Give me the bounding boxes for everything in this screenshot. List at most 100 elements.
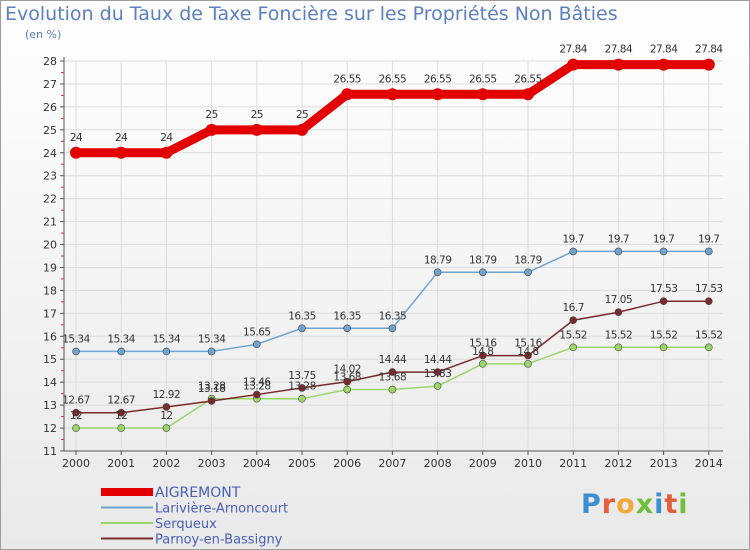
x-tick-label: 2013 [650, 457, 678, 470]
data-point [659, 297, 668, 305]
data-point [160, 146, 173, 159]
data-point [72, 408, 80, 417]
data-point [343, 377, 352, 386]
data-label: 15.16 [514, 338, 542, 350]
x-tick-label: 2005 [288, 457, 316, 470]
data-point [386, 88, 399, 101]
data-point [388, 324, 397, 333]
data-point [567, 58, 580, 71]
x-tick-label: 2011 [559, 457, 587, 470]
data-label: 13.28 [198, 381, 226, 393]
data-label: 12 [115, 410, 127, 422]
data-point [388, 385, 397, 394]
data-label: 26.55 [333, 73, 361, 85]
y-tick-label: 14 [43, 376, 57, 389]
data-label: 18.79 [514, 254, 542, 266]
data-point [431, 88, 444, 101]
data-point [70, 146, 82, 159]
data-point [704, 297, 713, 305]
y-tick-label: 19 [43, 261, 57, 274]
x-tick-label: 2001 [107, 457, 135, 470]
data-label: 13.18 [198, 383, 226, 395]
data-point [115, 146, 128, 159]
data-point [207, 397, 216, 405]
data-point [205, 123, 218, 136]
data-point [117, 347, 125, 356]
y-tick-label: 22 [43, 193, 57, 206]
data-label: 26.55 [379, 73, 407, 85]
data-point [524, 360, 532, 368]
data-point [614, 247, 623, 256]
data-label: 27.84 [605, 44, 633, 56]
data-point [433, 368, 442, 376]
data-point [657, 58, 670, 71]
data-point [388, 368, 397, 376]
data-label: 13.46 [243, 377, 271, 389]
data-point [659, 247, 668, 256]
data-point [478, 268, 487, 277]
x-tick-label: 2007 [378, 457, 406, 470]
data-label: 26.55 [424, 73, 452, 85]
data-point [72, 347, 80, 356]
data-label: 14.8 [517, 346, 538, 358]
y-tick-label: 17 [43, 307, 57, 320]
data-point [612, 58, 625, 71]
data-label: 17.53 [695, 283, 723, 295]
data-point [614, 343, 623, 352]
y-tick-label: 26 [43, 101, 57, 114]
data-label: 18.79 [424, 254, 452, 266]
legend-label: Parnoy-en-Bassigny [155, 533, 283, 548]
y-tick-label: 23 [43, 170, 57, 183]
data-point [296, 123, 308, 136]
data-label: 15.34 [153, 333, 181, 345]
data-point [524, 351, 532, 360]
data-label: 16.35 [379, 310, 407, 322]
data-label: 17.53 [650, 283, 678, 295]
y-tick-label: 11 [43, 445, 57, 458]
data-label: 25 [205, 109, 217, 121]
data-label: 13.28 [288, 381, 316, 393]
data-label: 27.84 [695, 44, 723, 56]
data-label: 13.28 [243, 381, 271, 393]
data-label: 13.83 [424, 368, 452, 380]
data-label: 14.44 [424, 354, 452, 366]
x-tick-label: 2009 [469, 457, 497, 470]
data-label: 18.79 [469, 254, 497, 266]
data-point [298, 324, 306, 333]
x-tick-label: 2008 [424, 457, 452, 470]
data-point [522, 88, 534, 101]
data-label: 27.84 [559, 44, 587, 56]
data-label: 16.7 [563, 302, 584, 314]
data-point [162, 403, 171, 411]
data-point [524, 268, 532, 277]
data-point [702, 58, 715, 71]
data-label: 24 [70, 132, 83, 144]
data-label: 16.35 [288, 310, 316, 322]
y-tick-label: 27 [43, 78, 57, 91]
data-point [341, 88, 354, 101]
data-label: 13.68 [333, 372, 361, 384]
legend-label: AIGREMONT [155, 485, 241, 501]
logo-letter: r [601, 489, 617, 520]
y-tick-label: 20 [43, 239, 57, 252]
data-label: 13.75 [288, 370, 316, 382]
data-label: 15.34 [107, 333, 135, 345]
data-label: 15.52 [605, 329, 633, 341]
data-label: 15.65 [243, 326, 271, 338]
data-label: 25 [296, 109, 308, 121]
data-label: 25 [251, 109, 263, 121]
y-tick-label: 25 [43, 124, 57, 137]
y-unit-label: (en %) [25, 28, 62, 41]
logo-letter: o [616, 489, 636, 520]
data-point [253, 340, 261, 349]
data-point [569, 316, 578, 325]
chart-title: Evolution du Taux de Taxe Foncière sur l… [5, 3, 618, 25]
data-point [298, 384, 306, 392]
data-point [117, 424, 125, 432]
data-point [614, 308, 623, 317]
logo-letter: i [654, 489, 665, 520]
data-label: 26.55 [514, 73, 542, 85]
y-tick-label: 16 [43, 330, 57, 343]
data-point [478, 351, 487, 360]
